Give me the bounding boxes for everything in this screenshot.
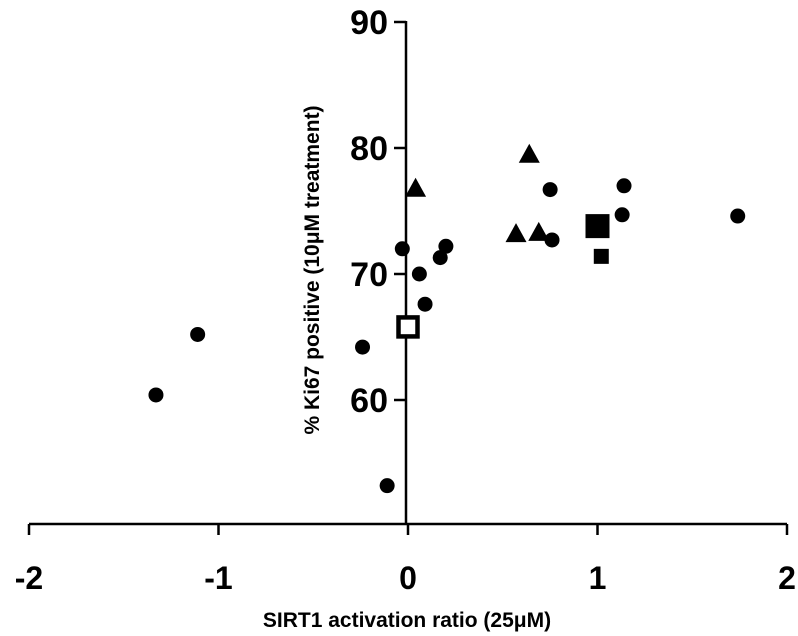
x-tick-label: -1 xyxy=(204,560,232,596)
triangle-point xyxy=(505,223,527,243)
y-tick-label: 90 xyxy=(350,4,388,42)
circle-point xyxy=(614,207,630,223)
circle-point xyxy=(148,387,164,403)
x-tick-label: 2 xyxy=(778,560,796,596)
x-tick-label: 0 xyxy=(399,560,417,596)
circle-point xyxy=(355,339,371,355)
x-axis-title: SIRT1 activation ratio (25μM) xyxy=(263,609,551,632)
square-point xyxy=(593,248,609,264)
circle-point xyxy=(190,326,206,342)
y-tick-label: 70 xyxy=(350,256,388,294)
circle-point xyxy=(394,241,410,257)
circle-point xyxy=(544,232,560,248)
y-tick-label: 60 xyxy=(350,382,388,420)
circle-point xyxy=(411,266,427,282)
open-square-point xyxy=(396,315,420,339)
circle-point xyxy=(616,178,632,194)
triangle-point xyxy=(528,221,550,241)
y-axis-title: % Ki67 positive (10μM treatment) xyxy=(301,105,324,434)
circle-point xyxy=(432,250,448,266)
x-tick-label: 1 xyxy=(589,560,607,596)
y-tick-label: 80 xyxy=(350,130,388,168)
triangle-point xyxy=(518,143,540,163)
triangle-point xyxy=(405,177,427,197)
large-square-point xyxy=(585,214,610,239)
axes: -2 -1 0 1 2 60 70 80 90 xyxy=(15,4,796,596)
circle-point xyxy=(730,208,746,224)
x-tick-label: -2 xyxy=(15,560,43,596)
circle-point xyxy=(542,182,558,198)
data-points xyxy=(148,143,746,494)
circle-point xyxy=(438,238,454,254)
circle-point xyxy=(417,296,433,312)
circle-point xyxy=(379,478,395,494)
